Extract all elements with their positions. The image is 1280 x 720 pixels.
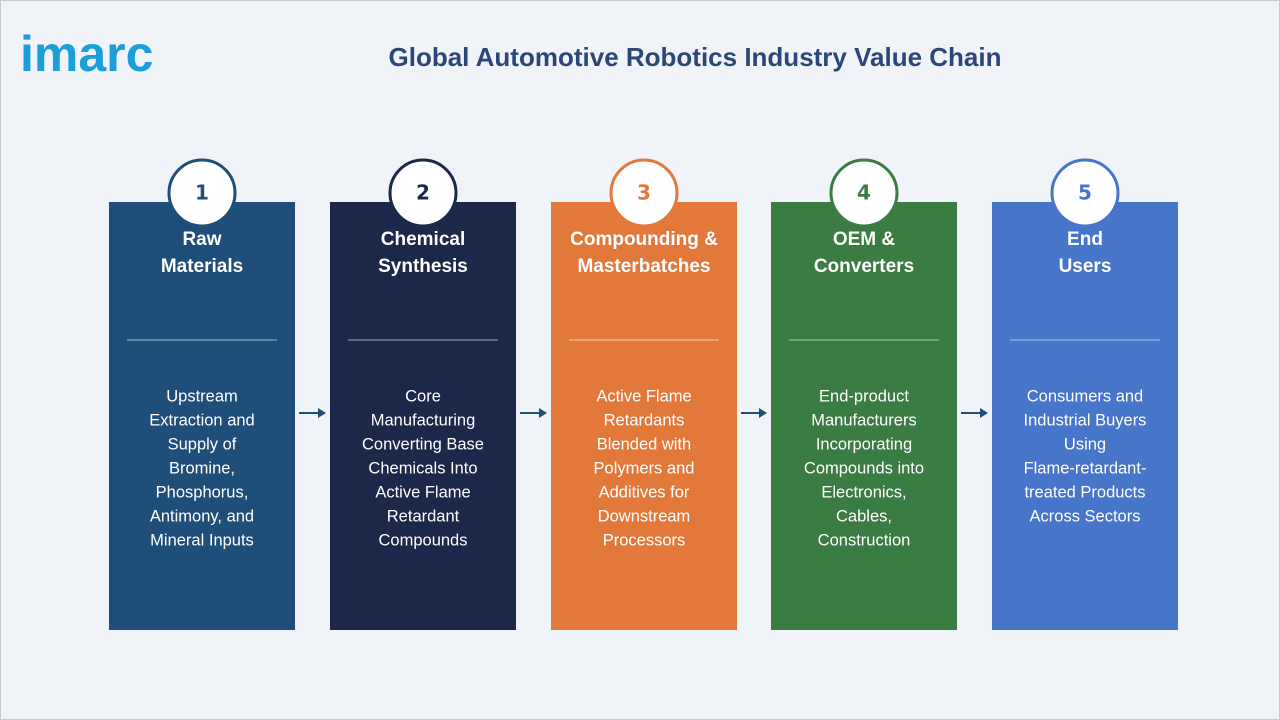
stage-number: 4 <box>857 181 871 205</box>
stage-number: 3 <box>637 181 651 205</box>
stage-description: Across Sectors <box>1030 507 1141 525</box>
stage-title: End <box>1067 229 1103 250</box>
stage-number-circle <box>167 158 237 228</box>
arrow-head <box>539 408 547 418</box>
stage-title: Compounding & <box>570 229 718 250</box>
stage-number: 5 <box>1078 181 1092 205</box>
stage-description: Polymers and <box>594 459 695 477</box>
stage-description: Retardants <box>604 411 685 429</box>
logo: imarc <box>20 26 153 82</box>
stage-description: treated Products <box>1024 483 1145 501</box>
stage-number: 1 <box>195 181 209 205</box>
stage-description: End-product <box>819 387 909 405</box>
stage-description: Supply of <box>168 435 237 453</box>
stage-box <box>330 202 516 630</box>
stage-title: Materials <box>161 256 243 277</box>
stage-title: Chemical <box>381 229 465 250</box>
stage-title: Synthesis <box>378 256 468 277</box>
arrow-head <box>980 408 988 418</box>
stage-description: Antimony, and <box>150 507 254 525</box>
stage-number-circle <box>1050 158 1120 228</box>
stage-description: Flame-retardant- <box>1024 459 1147 477</box>
stage-description: Cables, <box>836 507 892 525</box>
stage-description: Active Flame <box>375 483 470 501</box>
stage-number: 2 <box>416 181 430 205</box>
stage-description: Bromine, <box>169 459 235 477</box>
stage-title: Users <box>1059 256 1112 277</box>
stage-box <box>771 202 957 630</box>
stage-description: Processors <box>603 531 686 549</box>
stages: 1 Raw Materials Upstream Extraction and Suppl… <box>109 158 1178 630</box>
title: Global Automotive Robotics Industry Valu… <box>389 42 1002 72</box>
stage-number-circle <box>829 158 899 228</box>
stage-title: Raw <box>182 229 221 250</box>
stage-description: Electronics, <box>821 483 906 501</box>
stage-description: Incorporating <box>816 435 912 453</box>
stage-description: Phosphorus, <box>156 483 249 501</box>
stage-number-circle <box>609 158 679 228</box>
stage-box <box>992 202 1178 630</box>
stage-box <box>109 202 295 630</box>
stage-number-circle <box>388 158 458 228</box>
stage-description: Converting Base <box>362 435 484 453</box>
stage-description: Active Flame <box>596 387 691 405</box>
stage-description: Core <box>405 387 441 405</box>
stage-description: Compounds <box>379 531 468 549</box>
stage-description: Using <box>1064 435 1106 453</box>
stage-description: Chemicals Into <box>368 459 477 477</box>
stage-description: Extraction and <box>149 411 254 429</box>
stage-description: Industrial Buyers <box>1024 411 1147 429</box>
stage-description: Upstream <box>166 387 238 405</box>
stage-description: Downstream <box>598 507 691 525</box>
stage-description: Retardant <box>387 507 460 525</box>
stage-title: OEM & <box>833 229 896 250</box>
stage-description: Construction <box>818 531 911 549</box>
stage-box <box>551 202 737 630</box>
stage-description: Manufacturing <box>371 411 476 429</box>
stage-title: Masterbatches <box>577 256 710 277</box>
stage-title: Converters <box>814 256 914 277</box>
stage-description: Compounds into <box>804 459 924 477</box>
stage-description: Manufacturers <box>811 411 916 429</box>
stage-description: Mineral Inputs <box>150 531 254 549</box>
stage-description: Additives for <box>599 483 690 501</box>
arrow-head <box>759 408 767 418</box>
stage-description: Consumers and <box>1027 387 1143 405</box>
arrow-head <box>318 408 326 418</box>
stage-description: Blended with <box>597 435 691 453</box>
